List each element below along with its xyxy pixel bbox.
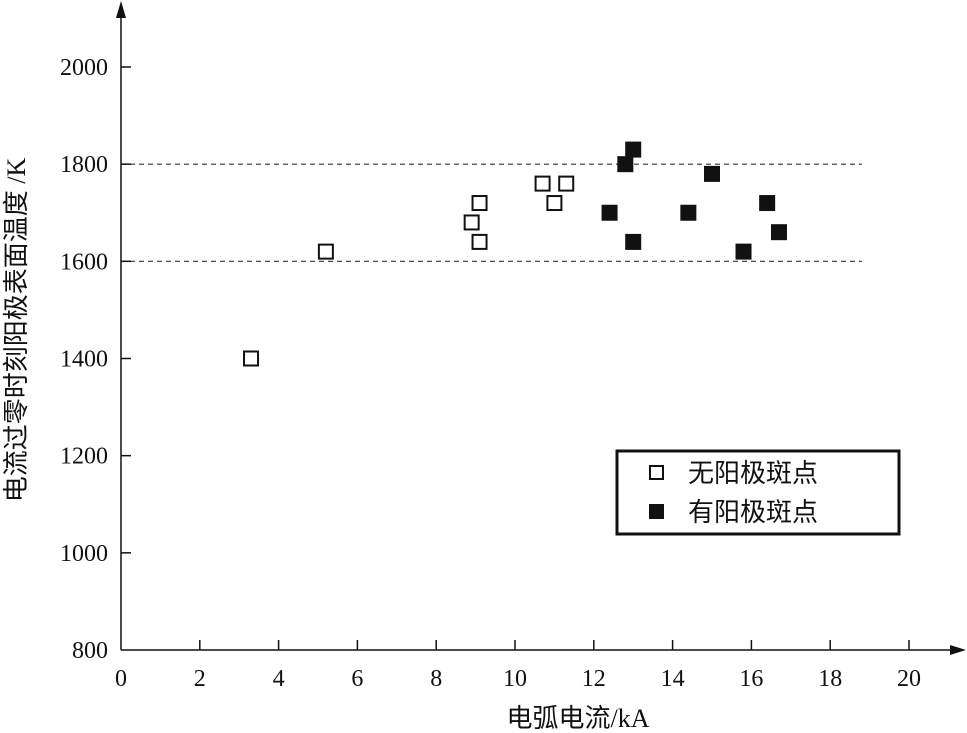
data-point-series-1 [463,214,480,231]
y-tick-label: 1000 [60,541,108,567]
data-point-series-2 [617,156,634,173]
data-point-series-2 [704,165,720,182]
data-point-series-2 [625,233,642,250]
data-point-series-1 [534,175,551,192]
x-tick-label: 0 [115,666,127,692]
x-tick-label: 16 [739,666,763,692]
x-tick-label: 14 [661,666,685,692]
legend-label-series-1: 无阳极斑点 [688,459,818,488]
y-axis-title: 电流过零时刻阳极表面温度 /K [2,158,31,503]
x-tick-label: 20 [897,666,921,692]
legend-label-series-2: 有阳极斑点 [688,498,818,527]
legend: 无阳极斑点 有阳极斑点 [615,449,901,536]
y-tick-label: 1400 [60,347,108,373]
x-tick-label: 8 [430,666,442,692]
y-tick-label: 1800 [60,152,108,178]
x-ticks: 0 2 4 6 8 10 12 14 16 18 20 [115,640,921,692]
data-point-series-2 [625,141,642,158]
data-points [243,141,787,367]
y-ticks: 800 1000 1200 1400 1600 1800 2000 [60,55,131,664]
data-point-series-2 [601,204,618,221]
y-tick-label: 1200 [60,444,108,470]
y-tick-label: 2000 [60,55,108,81]
reference-lines [121,163,862,262]
legend-box [615,449,901,536]
legend-marker-hollow-square-icon [649,465,664,480]
axes [116,1,966,655]
y-tick-label: 800 [72,638,108,664]
data-point-series-2 [735,243,752,260]
data-point-series-2 [759,195,776,212]
x-tick-label: 2 [194,666,206,692]
x-axis-arrow-icon [950,645,966,655]
data-point-series-1 [317,243,334,260]
x-tick-label: 10 [503,666,527,692]
x-axis-title: 电弧电流/kA [506,704,649,733]
y-tick-label: 1600 [60,249,108,275]
data-point-series-2 [770,224,787,241]
legend-marker-filled-square-icon [649,504,664,519]
x-tick-label: 6 [351,666,363,692]
y-axis-arrow-icon [116,1,126,18]
data-point-series-1 [471,195,488,212]
x-tick-label: 4 [273,666,285,692]
x-tick-label: 12 [582,666,606,692]
data-point-series-2 [680,204,697,221]
data-point-series-1 [471,233,488,250]
data-point-series-1 [546,195,563,212]
data-point-series-1 [243,350,260,367]
x-tick-label: 18 [818,666,842,692]
data-point-series-1 [558,175,575,192]
